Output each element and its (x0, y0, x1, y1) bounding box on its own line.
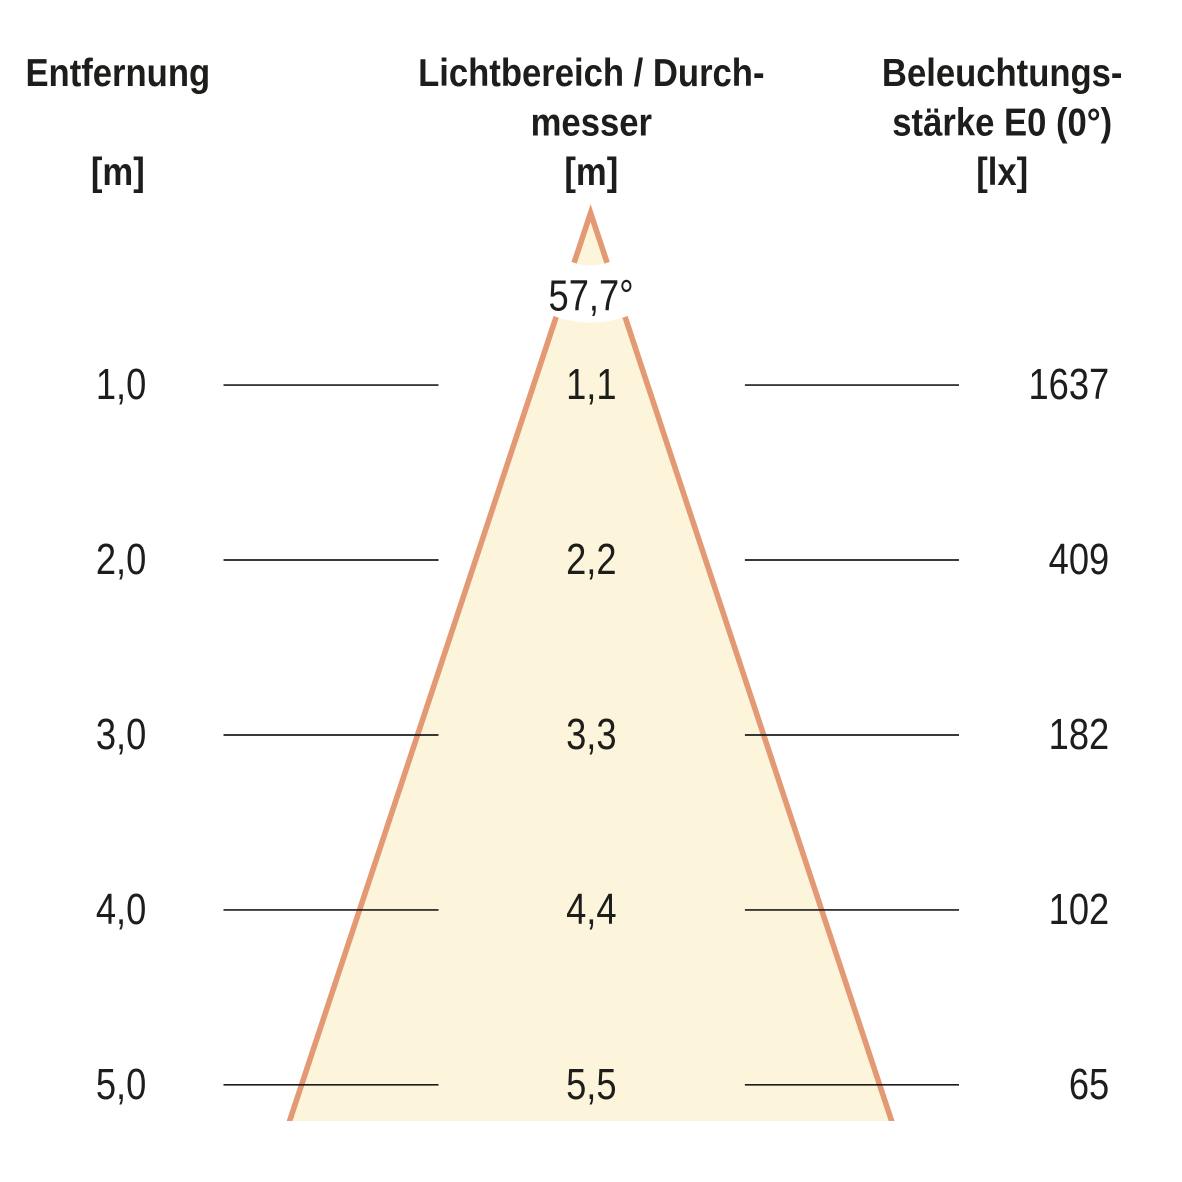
svg-text:4,0: 4,0 (96, 884, 146, 934)
svg-text:182: 182 (1049, 709, 1110, 759)
svg-text:1637: 1637 (1028, 359, 1109, 409)
svg-text:[m]: [m] (91, 151, 145, 194)
svg-text:102: 102 (1049, 884, 1110, 934)
svg-text:2,0: 2,0 (96, 534, 146, 584)
svg-text:messer: messer (531, 101, 652, 144)
svg-text:Lichtbereich / Durch-: Lichtbereich / Durch- (418, 52, 764, 95)
svg-text:1,1: 1,1 (566, 359, 616, 409)
svg-text:[m]: [m] (564, 151, 618, 194)
svg-text:[lx]: [lx] (976, 151, 1028, 194)
svg-text:57,7°: 57,7° (549, 270, 634, 320)
svg-text:3,0: 3,0 (96, 709, 146, 759)
svg-text:409: 409 (1049, 534, 1110, 584)
svg-text:4,4: 4,4 (566, 884, 616, 934)
svg-text:5,0: 5,0 (96, 1059, 146, 1109)
svg-text:2,2: 2,2 (566, 534, 616, 584)
svg-text:Beleuchtungs-: Beleuchtungs- (882, 52, 1123, 95)
svg-text:Entfernung: Entfernung (25, 52, 210, 95)
svg-text:65: 65 (1069, 1059, 1109, 1109)
svg-text:1,0: 1,0 (96, 359, 146, 409)
svg-text:stärke E0 (0°): stärke E0 (0°) (892, 101, 1112, 144)
svg-text:3,3: 3,3 (566, 709, 616, 759)
svg-text:5,5: 5,5 (566, 1059, 616, 1109)
